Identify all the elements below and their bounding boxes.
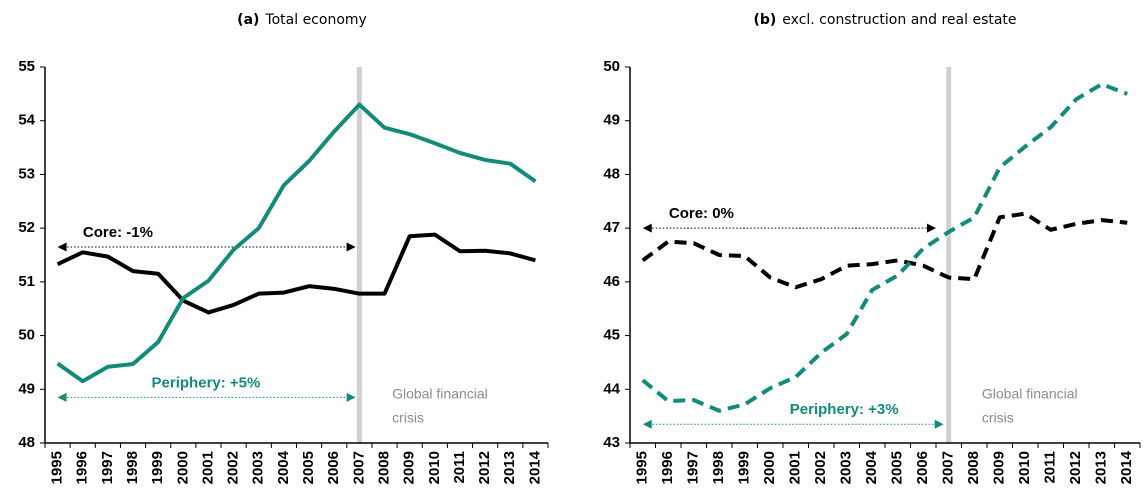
x-tick-label: 2014 — [526, 450, 543, 484]
x-tick-label: 2009 — [401, 451, 418, 484]
x-tick-label: 2004 — [275, 450, 292, 484]
x-tick-label: 1998 — [124, 451, 141, 484]
x-tick-label: 2006 — [325, 451, 342, 484]
x-tick-label: 2000 — [174, 451, 191, 484]
y-tick-label: 50 — [603, 58, 620, 75]
x-tick-label: 2012 — [1067, 451, 1084, 484]
crisis-label: Global financial — [392, 386, 488, 402]
arrow-head — [57, 392, 67, 402]
data-line — [641, 211, 1128, 290]
crisis-label: crisis — [982, 410, 1014, 426]
annotation-label: Periphery: +5% — [152, 374, 261, 391]
x-tick-label: 1999 — [149, 451, 166, 484]
y-tick-label: 48 — [18, 434, 35, 451]
x-tick-label: 2008 — [965, 451, 982, 484]
x-tick-label: 2007 — [940, 451, 957, 484]
x-tick-label: 1996 — [74, 451, 91, 484]
arrow-head — [927, 223, 936, 233]
x-tick-label: 2007 — [350, 451, 367, 484]
y-tick-label: 49 — [603, 112, 620, 129]
y-tick-label: 43 — [603, 434, 620, 451]
arrow-head — [57, 242, 67, 252]
chart-title: (b) excl. construction and real estate — [753, 12, 1016, 28]
y-tick-label: 50 — [18, 327, 35, 344]
arrow-head — [346, 392, 356, 402]
x-tick-label: 1997 — [99, 451, 116, 484]
x-tick-label: 2014 — [1118, 450, 1135, 484]
panel-title: Total economy — [264, 12, 366, 28]
x-tick-label: 2003 — [838, 451, 855, 484]
arrow-head — [346, 242, 356, 252]
data-line — [641, 82, 1128, 413]
x-tick-label: 1995 — [634, 451, 651, 484]
x-tick-label: 2011 — [1042, 451, 1059, 484]
x-tick-label: 2009 — [991, 451, 1008, 484]
x-tick-label: 2008 — [375, 451, 392, 484]
y-tick-label: 44 — [603, 380, 620, 397]
annotation-label: Periphery: +3% — [790, 401, 899, 418]
x-tick-label: 2010 — [1016, 451, 1033, 484]
panel-title: excl. construction and real estate — [782, 12, 1016, 28]
crisis-label: crisis — [392, 410, 424, 426]
y-tick-label: 46 — [603, 273, 620, 290]
y-tick-label: 53 — [18, 165, 35, 182]
x-tick-label: 2012 — [476, 451, 493, 484]
y-tick-label: 54 — [18, 112, 35, 129]
x-tick-label: 1999 — [736, 451, 753, 484]
panel-label: (b) — [753, 12, 776, 28]
x-tick-label: 2002 — [225, 451, 242, 484]
x-tick-label: 2001 — [787, 451, 804, 484]
x-tick-label: 1997 — [685, 451, 702, 484]
arrow-head — [642, 419, 652, 429]
x-tick-label: 2000 — [761, 451, 778, 484]
annotation-label: Core: -1% — [83, 224, 153, 241]
y-tick-label: 48 — [603, 165, 620, 182]
data-line — [56, 102, 537, 384]
x-tick-label: 2010 — [426, 451, 443, 484]
x-tick-label: 1995 — [49, 451, 66, 484]
chart-title: (a) Total economy — [237, 12, 367, 28]
x-tick-label: 2006 — [914, 451, 931, 484]
y-tick-label: 55 — [18, 58, 35, 75]
x-tick-label: 2004 — [863, 450, 880, 484]
crisis-label: Global financial — [982, 386, 1078, 402]
x-tick-label: 2001 — [199, 451, 216, 484]
x-tick-label: 2002 — [812, 451, 829, 484]
arrow-head — [934, 419, 944, 429]
x-tick-label: 1998 — [710, 451, 727, 484]
annotation-label: Core: 0% — [669, 205, 734, 222]
x-tick-label: 2005 — [889, 451, 906, 484]
data-line — [56, 232, 536, 315]
y-tick-label: 51 — [18, 273, 35, 290]
panel-label: (a) — [237, 12, 259, 28]
y-tick-label: 52 — [18, 219, 35, 236]
x-tick-label: 2013 — [501, 451, 518, 484]
x-tick-label: 2013 — [1093, 451, 1110, 484]
x-tick-label: 2003 — [250, 451, 267, 484]
y-tick-label: 49 — [18, 380, 35, 397]
y-tick-label: 47 — [603, 219, 620, 236]
x-tick-label: 2011 — [451, 451, 468, 484]
x-tick-label: 2005 — [300, 451, 317, 484]
y-tick-label: 45 — [603, 327, 620, 344]
x-tick-label: 1996 — [659, 451, 676, 484]
arrow-head — [642, 223, 652, 233]
